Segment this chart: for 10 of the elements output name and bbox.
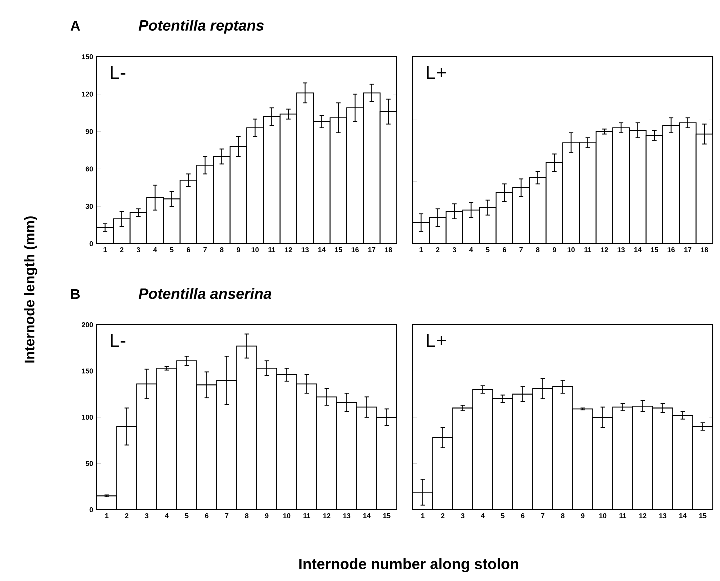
chart-subtitle: Potentilla reptans bbox=[138, 20, 264, 34]
chart-title: B bbox=[71, 289, 80, 300]
annotation: L- bbox=[111, 66, 126, 80]
annotation: L- bbox=[111, 334, 126, 348]
chart-subtitle: Potentilla anserina bbox=[138, 288, 272, 300]
annotation: L+ bbox=[427, 334, 446, 348]
chart-title: A bbox=[70, 21, 80, 31]
y-axis-title: Internode length (mm) bbox=[24, 216, 38, 363]
annotation: L+ bbox=[427, 66, 446, 80]
x-axis-title: Internode number along stolon bbox=[300, 558, 518, 573]
